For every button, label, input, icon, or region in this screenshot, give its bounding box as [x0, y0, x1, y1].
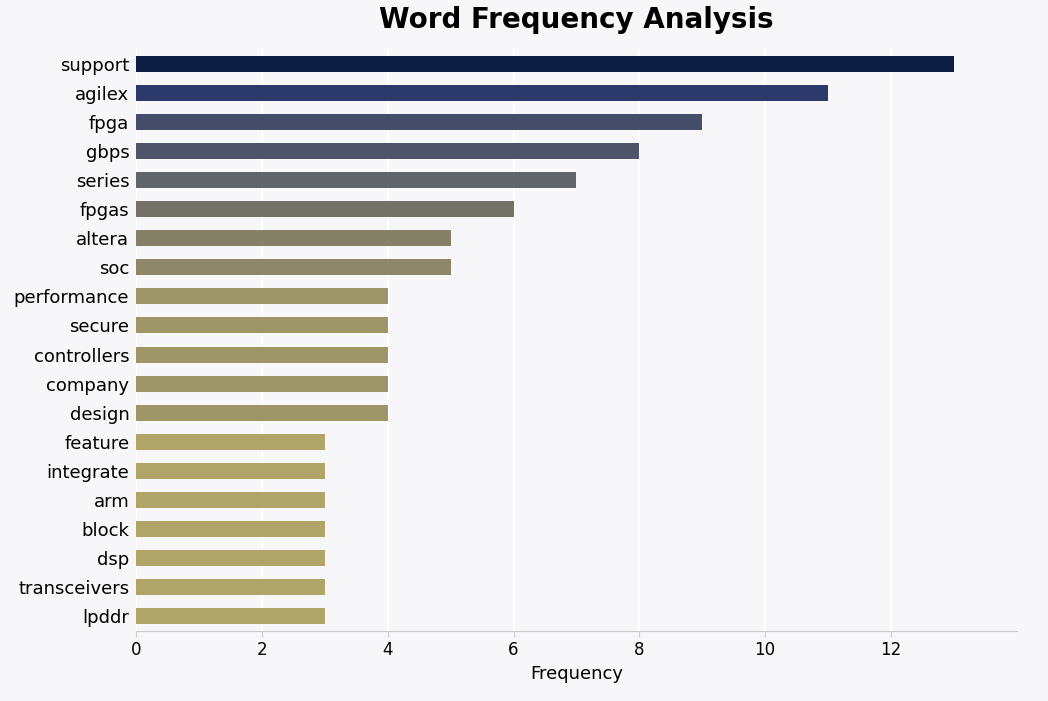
Bar: [136, 376, 388, 392]
Bar: [136, 143, 639, 159]
Bar: [136, 346, 388, 362]
Bar: [136, 318, 388, 334]
Bar: [136, 201, 514, 217]
Bar: [136, 114, 702, 130]
Bar: [136, 55, 954, 72]
Bar: [136, 85, 828, 101]
Bar: [136, 172, 576, 188]
Bar: [136, 608, 325, 625]
Bar: [136, 550, 325, 566]
Bar: [136, 230, 451, 246]
Bar: [136, 463, 325, 479]
Title: Word Frequency Analysis: Word Frequency Analysis: [379, 6, 773, 34]
Bar: [136, 492, 325, 508]
Bar: [136, 579, 325, 595]
Bar: [136, 521, 325, 537]
Bar: [136, 288, 388, 304]
Bar: [136, 434, 325, 450]
Bar: [136, 259, 451, 275]
X-axis label: Frequency: Frequency: [530, 665, 623, 683]
Bar: [136, 404, 388, 421]
